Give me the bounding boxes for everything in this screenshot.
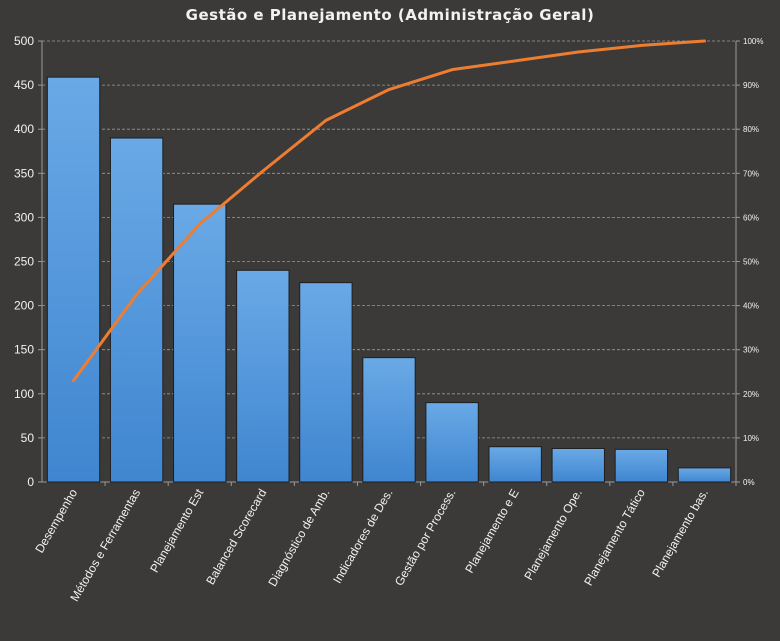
- y2-tick-label: 70%: [743, 169, 759, 178]
- x-tick-label: Métodos e Ferramentas: [67, 487, 143, 604]
- y2-tick-label: 90%: [743, 81, 759, 90]
- x-tick-label: Planejamento bas.: [649, 487, 711, 580]
- bar: [425, 402, 479, 483]
- y-tick-label: 250: [14, 255, 34, 269]
- y2-tick-label: 40%: [743, 302, 759, 311]
- bar: [614, 448, 669, 483]
- x-tick-label: Desempenho: [32, 486, 80, 555]
- x-tick-label: Indicadores de Des.: [330, 487, 395, 586]
- y-tick-label: 200: [14, 299, 34, 313]
- cumulative-line: [72, 39, 706, 383]
- x-tick-label: Planejamento Tático: [581, 486, 648, 588]
- bar-series: [46, 76, 732, 483]
- cumulative-line-series: [72, 39, 706, 383]
- bar: [362, 357, 416, 483]
- y-tick-label: 150: [14, 343, 34, 357]
- x-tick-label: Planejamento e E: [462, 487, 521, 576]
- chart-title: Gestão e Planejamento (Administração Ger…: [185, 6, 595, 24]
- y2-tick-label: 0%: [743, 478, 755, 487]
- bar: [109, 137, 164, 483]
- y-tick-label: 400: [14, 122, 34, 136]
- primary-axis-ticks: 0 50 100 150 200 250 300 350 400 450 500: [14, 34, 34, 489]
- y2-tick-label: 100%: [743, 37, 763, 46]
- bar: [46, 76, 101, 483]
- y2-tick-label: 20%: [743, 390, 759, 399]
- bar: [236, 269, 290, 483]
- y2-tick-label: 10%: [743, 434, 759, 443]
- x-tick-label: Planejamento Ope.: [521, 487, 584, 583]
- bar: [551, 447, 605, 483]
- x-tick-label: Planejamento Est: [147, 486, 206, 575]
- y-tick-label: 450: [14, 78, 34, 92]
- y-tick-label: 500: [14, 34, 34, 48]
- y2-tick-label: 60%: [743, 213, 759, 222]
- y-tick-label: 350: [14, 166, 34, 180]
- bar: [173, 203, 227, 483]
- y-tick-label: 50: [21, 431, 35, 445]
- y-tick-label: 0: [27, 475, 34, 489]
- y2-tick-label: 30%: [743, 346, 759, 355]
- y2-tick-label: 50%: [743, 258, 759, 267]
- bar: [677, 467, 732, 483]
- x-tick-label: Balanced Scorecard: [203, 487, 269, 588]
- y2-tick-label: 80%: [743, 125, 759, 134]
- x-tick-label: Diagnóstico de Amb.: [265, 487, 332, 589]
- x-tick-label: Gestão por Process.: [392, 487, 459, 589]
- secondary-axis-ticks: 0% 10% 20% 30% 40% 50% 60% 70% 80% 90% 100%: [743, 37, 763, 487]
- y-tick-label: 100: [14, 387, 34, 401]
- bar: [299, 282, 353, 483]
- bar: [488, 446, 542, 483]
- y-tick-label: 300: [14, 210, 34, 224]
